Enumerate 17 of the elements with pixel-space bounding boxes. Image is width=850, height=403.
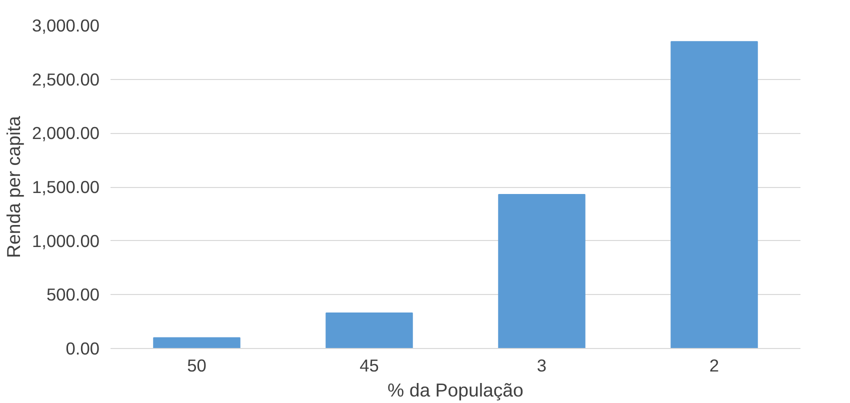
bar — [670, 41, 758, 348]
y-tick-label: 3,000.00 — [32, 16, 100, 36]
y-tick-label: 2,000.00 — [32, 123, 100, 144]
x-tick-label: 2 — [709, 356, 720, 376]
y-axis-title: Renda per capita — [3, 115, 24, 258]
x-tick-label: 3 — [536, 356, 547, 376]
y-tick-label: 500.00 — [46, 284, 100, 305]
bar — [498, 194, 586, 348]
x-tick-label: 50 — [187, 356, 206, 376]
y-tick-label: 2,500.00 — [32, 69, 100, 90]
bar — [153, 337, 240, 348]
y-tick-label: 1,000.00 — [32, 230, 100, 251]
y-tick-label: 1,500.00 — [32, 177, 100, 197]
y-tick-label: 0.00 — [66, 338, 100, 358]
x-tick-label: 45 — [360, 356, 379, 376]
x-axis-title: % da População — [388, 380, 524, 400]
bar — [326, 312, 413, 348]
